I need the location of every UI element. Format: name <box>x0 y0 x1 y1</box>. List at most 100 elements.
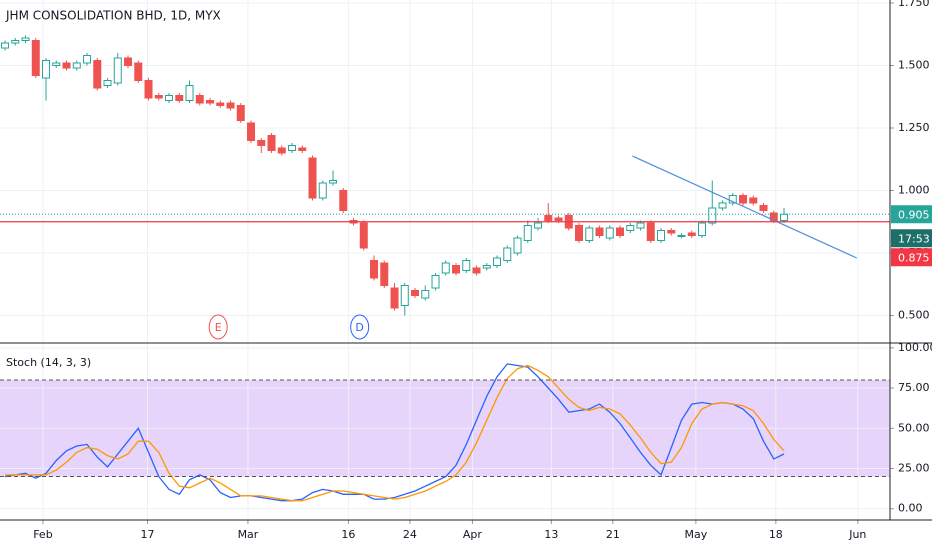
candle-body <box>124 57 133 66</box>
candle-body <box>595 227 604 236</box>
candle-body <box>52 62 61 66</box>
event-label: E <box>215 321 222 334</box>
candle-body <box>482 265 491 269</box>
candle-body <box>216 102 225 106</box>
candle-body <box>42 60 51 79</box>
event-label: D <box>355 321 363 334</box>
candle-body <box>718 202 727 209</box>
countdown-label-box <box>891 229 932 248</box>
candle-body <box>185 85 194 101</box>
x-tick-label: Apr <box>463 528 483 541</box>
candle-body <box>575 225 584 241</box>
candle-body <box>585 227 594 241</box>
marks-layer <box>1 35 789 502</box>
candle-body <box>31 40 40 76</box>
y-tick-label: 75.00 <box>898 381 930 394</box>
candle-body <box>493 257 502 266</box>
candle-body <box>462 260 471 271</box>
x-tick-label: 17 <box>140 528 154 541</box>
x-tick-label: Mar <box>238 528 259 541</box>
candle-body <box>113 57 122 84</box>
candle-body <box>72 62 81 69</box>
countdown-label: 17:53 <box>898 232 930 245</box>
x-tick-label: 16 <box>341 528 355 541</box>
chart-title: JHM CONSOLIDATION BHD, 1D, MYX <box>5 9 221 23</box>
y-tick-label: 1.250 <box>898 121 930 134</box>
candle-body <box>154 95 163 99</box>
y-tick-label: 0.500 <box>898 309 930 322</box>
candle-body <box>339 190 348 211</box>
candle-body <box>667 230 676 234</box>
stoch-line <box>5 364 785 502</box>
y-tick-label: 100.00 <box>898 341 932 354</box>
candle-body <box>513 237 522 254</box>
candle-body <box>749 197 758 204</box>
price-label: 0.875 <box>898 251 930 264</box>
candle-body <box>708 207 717 224</box>
candle-body <box>298 147 307 151</box>
stoch-line <box>4 363 785 502</box>
candle-body <box>646 222 655 241</box>
candle-body <box>739 195 748 204</box>
candle-body <box>236 105 245 121</box>
trendline <box>632 155 858 259</box>
candle-body <box>134 62 143 81</box>
candle-body <box>616 227 625 236</box>
candle-body <box>687 232 696 236</box>
x-tick-label: 21 <box>606 528 620 541</box>
price-label: 0.905 <box>898 208 930 221</box>
indicator-title: Stoch (14, 3, 3) <box>6 356 91 369</box>
x-tick-label: 24 <box>403 528 417 541</box>
candle-body <box>288 145 297 151</box>
candle-body <box>206 100 215 104</box>
y-tick-label: 0.00 <box>898 502 923 515</box>
candle-body <box>257 140 266 146</box>
candle-body <box>728 195 737 204</box>
candle-body <box>390 287 399 309</box>
candle-body <box>83 55 92 64</box>
y-tick-label: 1.500 <box>898 59 930 72</box>
candle-body <box>657 230 666 241</box>
event-marker <box>350 314 370 340</box>
candle-body <box>144 80 153 99</box>
candle-body <box>308 157 317 199</box>
candle-body <box>698 222 707 236</box>
candle-body <box>431 275 440 289</box>
candle-body <box>626 225 635 231</box>
event-marker <box>208 314 228 340</box>
candle-body <box>62 62 71 69</box>
candle-body <box>21 37 30 41</box>
candle-body <box>226 102 235 109</box>
candle-body <box>411 290 420 296</box>
candle-body <box>400 285 409 306</box>
candle-body <box>780 213 789 221</box>
candle-body <box>759 205 768 211</box>
price-label-box <box>891 205 932 224</box>
candle-body <box>11 40 20 44</box>
candle-body <box>175 95 184 101</box>
y-tick-label: 50.00 <box>898 421 930 434</box>
candle-body <box>277 147 286 154</box>
x-tick-label: Jun <box>848 528 866 541</box>
candle-body <box>103 80 112 86</box>
candle-body <box>267 135 276 151</box>
y-tick-label: 1.750 <box>898 0 930 9</box>
candle-body <box>534 222 543 229</box>
candle-body <box>93 60 102 89</box>
x-tick-label: 13 <box>544 528 558 541</box>
candle-body <box>523 225 532 241</box>
candle-body <box>421 290 430 299</box>
grid-layer <box>0 0 890 520</box>
candle-body <box>1 42 10 49</box>
x-tick-label: 18 <box>769 528 783 541</box>
candle-body <box>318 182 327 199</box>
candle-body <box>195 95 204 104</box>
x-tick-label: May <box>684 528 707 541</box>
candle-body <box>380 262 389 286</box>
candle-body <box>165 95 174 101</box>
candle-body <box>441 262 450 274</box>
candle-body <box>452 265 461 274</box>
candle-body <box>247 122 256 141</box>
